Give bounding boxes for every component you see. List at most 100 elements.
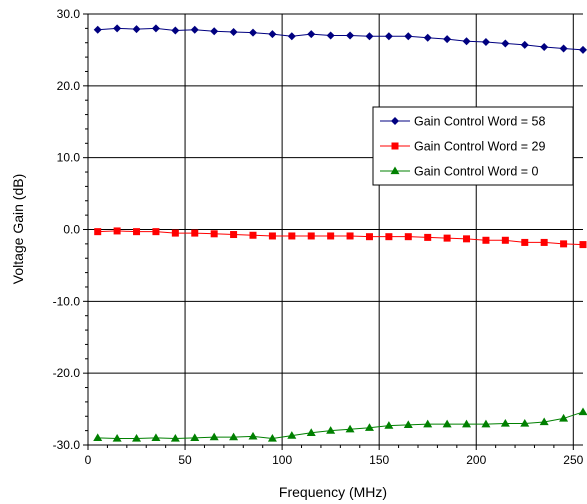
data-point: [113, 227, 121, 235]
data-point: [482, 236, 490, 244]
data-point: [171, 229, 179, 237]
data-point: [579, 241, 587, 249]
data-point: [481, 38, 490, 47]
series-0: [93, 24, 587, 54]
data-point: [249, 231, 257, 239]
data-point: [307, 232, 315, 240]
data-point: [403, 420, 413, 429]
data-point: [93, 25, 102, 34]
legend-marker: [391, 117, 399, 125]
data-point: [326, 31, 335, 40]
data-point: [578, 407, 587, 416]
grid-lines: [88, 13, 583, 445]
data-point: [171, 26, 180, 35]
data-point: [152, 228, 160, 236]
data-point: [463, 235, 471, 243]
data-point: [209, 432, 219, 441]
x-tick-label: 150: [369, 453, 389, 467]
data-point: [248, 431, 258, 440]
data-point: [579, 45, 587, 54]
data-point: [93, 433, 103, 441]
data-point: [365, 32, 374, 41]
data-point: [442, 419, 452, 428]
data-point: [210, 27, 219, 36]
data-point: [424, 233, 432, 241]
data-point: [559, 413, 569, 422]
legend: Gain Control Word = 58 Gain Control Word …: [372, 106, 574, 186]
data-point: [481, 419, 491, 428]
data-point: [462, 419, 472, 428]
data-point: [423, 419, 433, 428]
data-point: [229, 27, 238, 36]
data-point: [423, 33, 432, 42]
data-point: [268, 232, 276, 240]
y-tick-label: -30.0: [53, 438, 81, 452]
data-point: [520, 418, 530, 427]
data-point: [364, 423, 374, 431]
data-point: [268, 30, 277, 39]
data-point: [132, 434, 142, 442]
data-point: [94, 228, 102, 236]
legend-marker: [390, 166, 400, 175]
data-point: [306, 428, 316, 436]
data-point: [346, 232, 354, 240]
data-point: [267, 434, 277, 442]
y-tick-label: -20.0: [53, 366, 81, 380]
data-point: [501, 39, 510, 48]
data-point: [345, 424, 355, 433]
data-point: [210, 230, 218, 238]
legend-label: Gain Control Word = 58: [414, 115, 545, 129]
data-point: [307, 30, 316, 39]
x-tick-label: 100: [272, 453, 292, 467]
data-point: [133, 228, 141, 236]
series-layer: [93, 24, 587, 442]
data-point: [112, 434, 122, 442]
data-point: [191, 229, 199, 237]
y-tick-label: -10.0: [53, 294, 81, 308]
x-tick-label: 250: [563, 453, 583, 467]
x-tick-label: 200: [466, 453, 486, 467]
data-point: [384, 32, 393, 41]
data-point: [520, 40, 529, 49]
data-point: [287, 32, 296, 41]
data-point: [404, 233, 412, 241]
data-point: [500, 418, 510, 427]
axes: [83, 13, 583, 450]
data-point: [230, 231, 238, 239]
data-point: [501, 236, 509, 244]
data-point: [540, 43, 549, 52]
data-point: [190, 433, 200, 441]
data-point: [170, 434, 180, 442]
legend-label: Gain Control Word = 29: [414, 140, 545, 154]
data-point: [540, 238, 548, 246]
y-tick-label: 30.0: [57, 7, 81, 21]
data-point: [384, 421, 394, 429]
data-point: [560, 240, 568, 248]
data-point: [113, 24, 122, 33]
data-point: [385, 233, 393, 241]
data-point: [559, 44, 568, 53]
data-point: [151, 433, 161, 441]
data-point: [190, 25, 199, 34]
data-point: [229, 432, 239, 441]
data-point: [288, 232, 296, 240]
x-tick-label: 0: [85, 453, 92, 467]
data-point: [462, 37, 471, 46]
data-point: [327, 232, 335, 240]
data-point: [404, 32, 413, 41]
y-tick-label: 0.0: [63, 223, 80, 237]
series-1: [94, 227, 587, 249]
data-point: [249, 28, 257, 37]
y-tick-label: 10.0: [57, 151, 81, 165]
legend-marker: [391, 142, 399, 150]
data-point: [521, 238, 529, 246]
legend-label: Gain Control Word = 0: [414, 165, 539, 179]
series-line: [97, 411, 584, 440]
data-point: [132, 25, 141, 34]
data-point: [443, 35, 452, 44]
data-point: [346, 31, 355, 40]
y-axis-title: Voltage Gain (dB): [10, 174, 26, 285]
series-2: [93, 407, 587, 442]
data-point: [287, 431, 297, 439]
